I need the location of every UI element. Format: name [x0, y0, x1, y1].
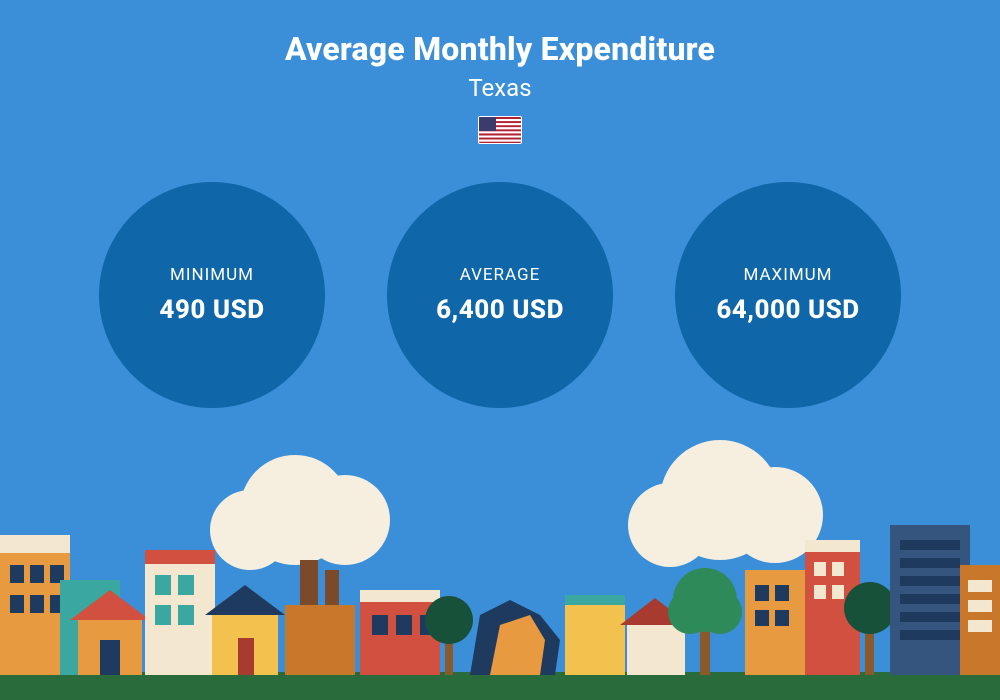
building	[565, 595, 625, 675]
stat-value: 490 USD	[159, 295, 264, 325]
stat-label: MAXIMUM	[743, 265, 832, 285]
house-icon	[205, 585, 285, 675]
header: Average Monthly Expenditure Texas	[0, 30, 1000, 144]
stat-label: AVERAGE	[460, 265, 541, 285]
stat-circle-average: AVERAGE 6,400 USD	[387, 182, 613, 408]
flag-canton	[479, 117, 496, 131]
building	[360, 590, 440, 675]
page-title: Average Monthly Expenditure	[0, 30, 1000, 68]
stat-value: 64,000 USD	[716, 295, 859, 325]
infographic-canvas: Average Monthly Expenditure Texas	[0, 0, 1000, 700]
building	[960, 565, 1000, 675]
building	[145, 550, 215, 675]
stat-circles: MINIMUM 490 USD AVERAGE 6,400 USD MAXIMU…	[0, 182, 1000, 408]
stat-label: MINIMUM	[170, 265, 254, 285]
stat-circle-minimum: MINIMUM 490 USD	[99, 182, 325, 408]
building	[0, 535, 70, 675]
us-flag-icon	[478, 116, 522, 144]
stat-circle-maximum: MAXIMUM 64,000 USD	[675, 182, 901, 408]
building	[285, 560, 355, 675]
skyline-illustration	[0, 440, 1000, 700]
cloud-icon	[210, 455, 390, 570]
ground	[0, 672, 1000, 700]
page-subtitle: Texas	[0, 74, 1000, 102]
stat-value: 6,400 USD	[436, 295, 564, 325]
cloud-icon	[628, 440, 823, 567]
building	[890, 525, 970, 675]
building	[470, 600, 560, 675]
building	[745, 570, 810, 675]
